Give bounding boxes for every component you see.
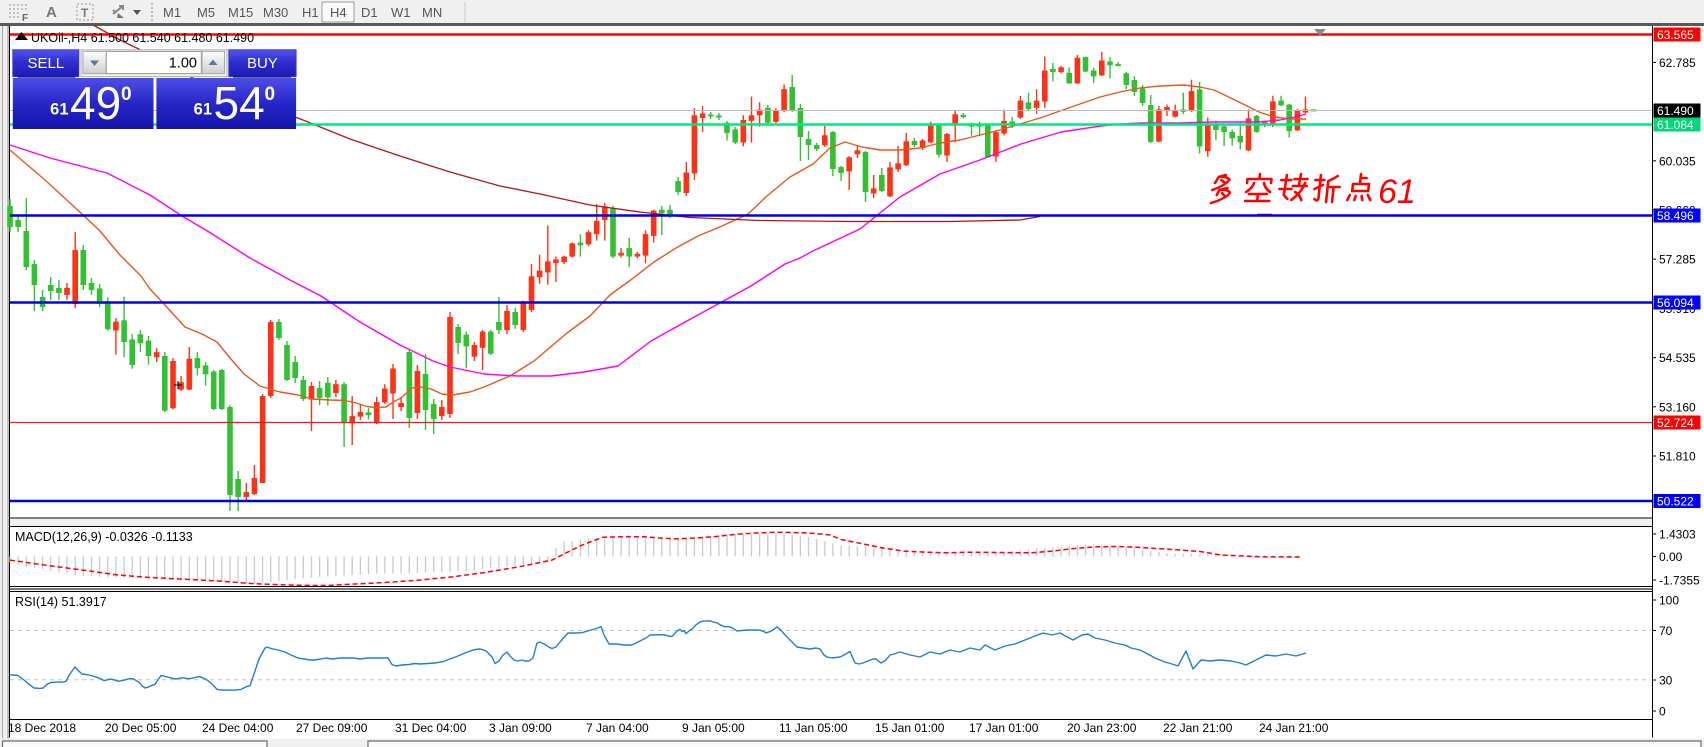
svg-text:15 Jan 01:00: 15 Jan 01:00 <box>875 721 945 735</box>
svg-text:22 Jan 21:00: 22 Jan 21:00 <box>1163 721 1233 735</box>
svg-text:49: 49 <box>70 77 121 129</box>
svg-text:31 Dec 04:00: 31 Dec 04:00 <box>395 721 467 735</box>
svg-text:30: 30 <box>1659 674 1673 688</box>
svg-text:UKOil-,H4 61.500 61.540 61.48: UKOil-,H4 61.500 61.540 61.480 61.490 <box>31 31 254 45</box>
svg-text:56.094: 56.094 <box>1657 296 1694 310</box>
svg-text:M30: M30 <box>263 5 288 20</box>
svg-text:61: 61 <box>1378 173 1416 211</box>
svg-text:24 Dec 04:00: 24 Dec 04:00 <box>202 721 274 735</box>
svg-text:W1: W1 <box>391 5 411 20</box>
svg-text:50.522: 50.522 <box>1657 495 1694 509</box>
svg-text:H1: H1 <box>302 5 319 20</box>
svg-text:58.496: 58.496 <box>1657 209 1694 223</box>
svg-text:D1: D1 <box>361 5 378 20</box>
svg-text:54.535: 54.535 <box>1659 351 1696 365</box>
svg-text:100: 100 <box>1659 594 1679 608</box>
svg-text:63.565: 63.565 <box>1657 28 1694 42</box>
svg-text:1.4303: 1.4303 <box>1659 528 1696 542</box>
svg-text:-1.7355: -1.7355 <box>1659 574 1700 588</box>
svg-text:MACD(12,26,9) -0.0326 -0.1133: MACD(12,26,9) -0.0326 -0.1133 <box>15 530 193 544</box>
svg-text:60.035: 60.035 <box>1659 154 1696 168</box>
svg-text:52.724: 52.724 <box>1657 416 1694 430</box>
svg-text:M1: M1 <box>163 5 181 20</box>
svg-text:RSI(14) 51.3917: RSI(14) 51.3917 <box>15 595 107 609</box>
svg-text:1.00: 1.00 <box>169 56 197 72</box>
svg-text:0: 0 <box>265 84 276 105</box>
svg-text:53.160: 53.160 <box>1659 400 1696 414</box>
svg-text:27 Dec 09:00: 27 Dec 09:00 <box>296 721 368 735</box>
svg-text:F: F <box>22 13 28 24</box>
svg-text:BUY: BUY <box>247 55 278 72</box>
svg-text:0: 0 <box>1659 705 1666 719</box>
svg-text:24 Jan 21:00: 24 Jan 21:00 <box>1259 721 1329 735</box>
svg-text:0.00: 0.00 <box>1659 550 1683 564</box>
svg-text:20 Dec 05:00: 20 Dec 05:00 <box>105 721 177 735</box>
svg-text:H4: H4 <box>330 5 347 20</box>
svg-text:3 Jan 09:00: 3 Jan 09:00 <box>489 721 552 735</box>
svg-text:MN: MN <box>422 5 442 20</box>
svg-text:70: 70 <box>1659 624 1673 638</box>
svg-text:17 Jan 01:00: 17 Jan 01:00 <box>969 721 1039 735</box>
svg-text:61: 61 <box>194 101 212 119</box>
svg-text:61.490: 61.490 <box>1657 104 1694 118</box>
svg-text:A: A <box>46 4 57 21</box>
svg-text:51.810: 51.810 <box>1659 450 1696 464</box>
svg-text:M5: M5 <box>197 5 215 20</box>
svg-text:9 Jan 05:00: 9 Jan 05:00 <box>682 721 745 735</box>
svg-text:54: 54 <box>214 77 265 129</box>
svg-text:7 Jan 04:00: 7 Jan 04:00 <box>586 721 649 735</box>
svg-text:62.785: 62.785 <box>1659 56 1696 70</box>
svg-text:57.285: 57.285 <box>1659 253 1696 267</box>
svg-text:61.084: 61.084 <box>1657 118 1694 132</box>
svg-text:M15: M15 <box>228 5 253 20</box>
svg-text:18 Dec 2018: 18 Dec 2018 <box>8 721 76 735</box>
svg-text:20 Jan 23:00: 20 Jan 23:00 <box>1067 721 1137 735</box>
svg-text:SELL: SELL <box>27 55 64 72</box>
svg-text:0: 0 <box>121 84 132 105</box>
svg-text:11 Jan 05:00: 11 Jan 05:00 <box>779 721 848 735</box>
svg-text:61: 61 <box>50 101 68 119</box>
svg-text:T: T <box>81 6 89 20</box>
